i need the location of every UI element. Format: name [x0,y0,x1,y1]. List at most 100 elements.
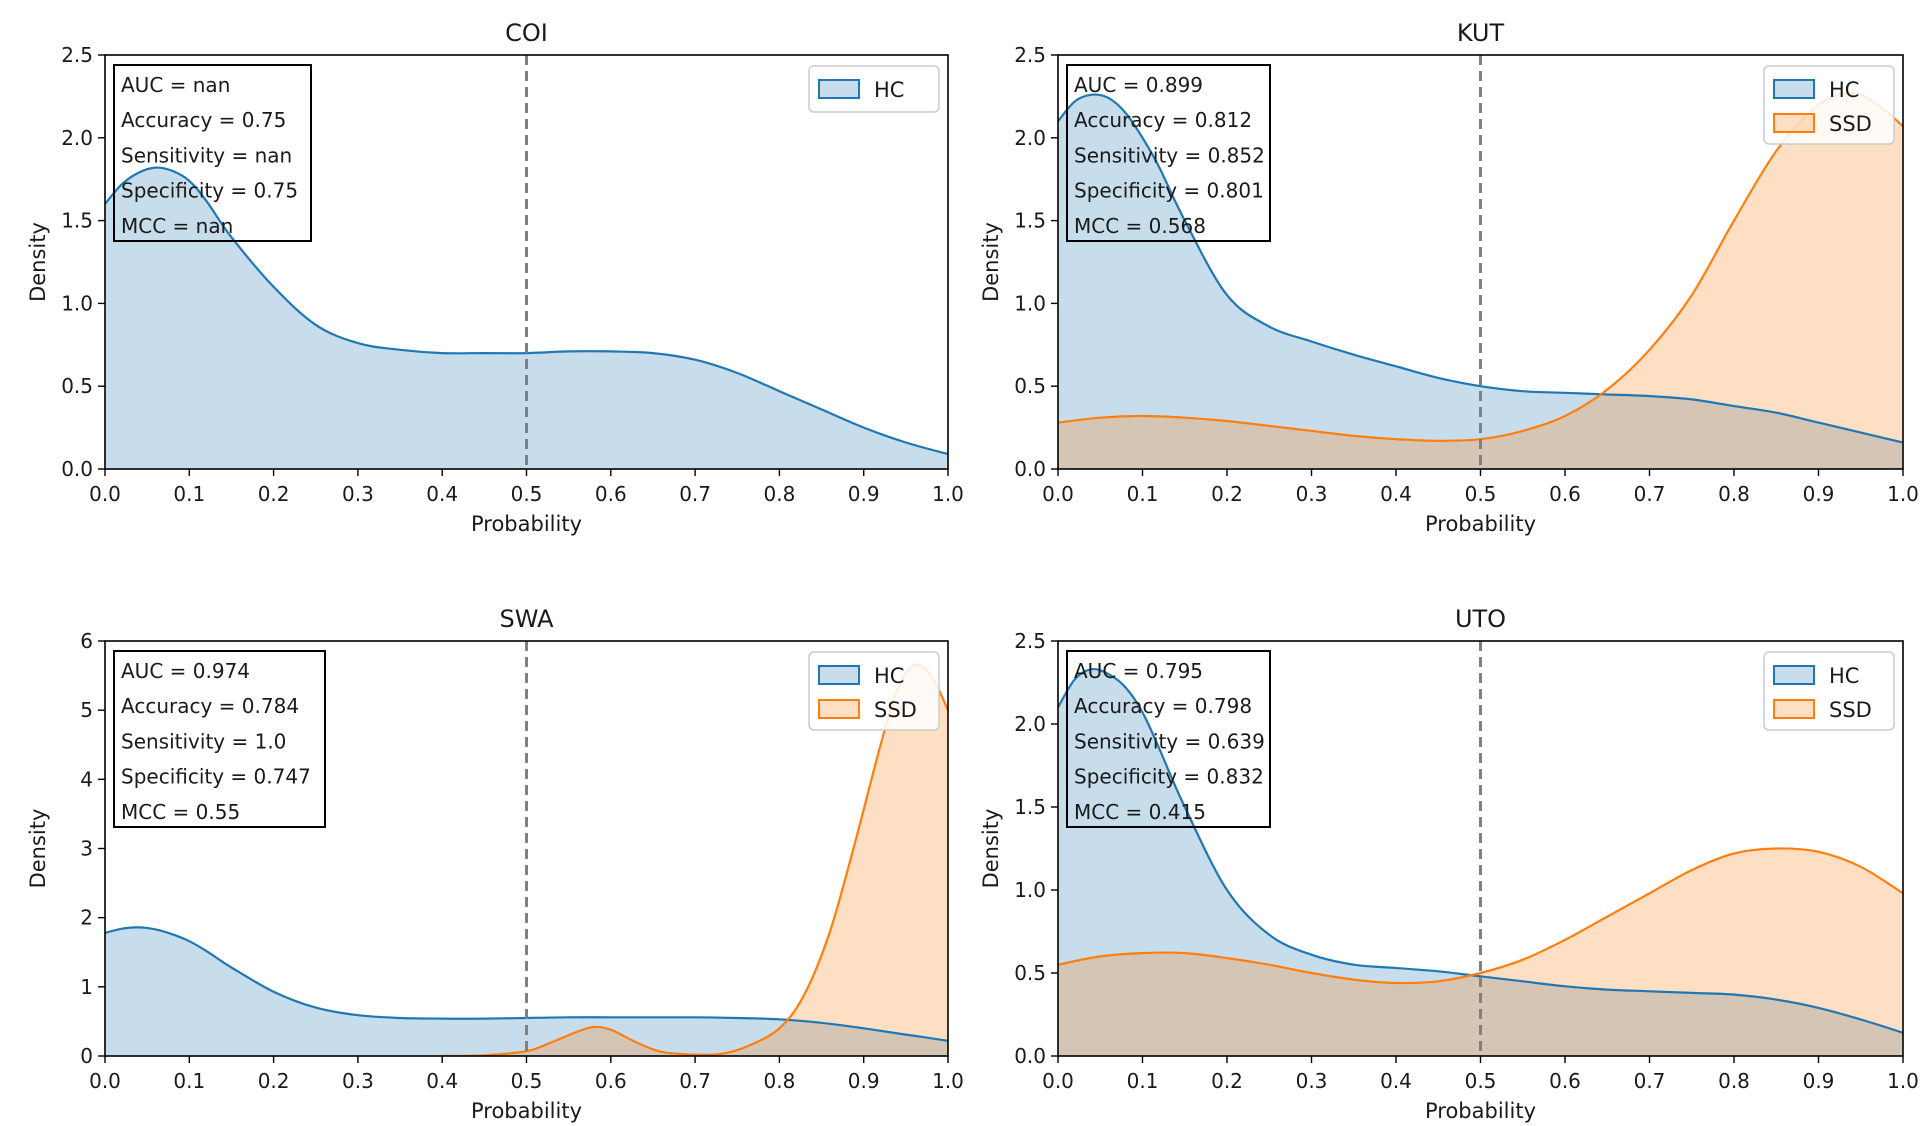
x-tick-label: 0.2 [1211,482,1243,506]
y-tick-label: 1.0 [1014,878,1046,902]
legend-swatch-hc [818,665,860,685]
metric-text: AUC = 0.899 [1074,73,1203,97]
y-tick-label: 2.5 [61,43,93,67]
legend-label: HC [1829,664,1859,688]
legend-label: HC [874,664,904,688]
legend: HC SSD [1763,65,1895,145]
x-tick-label: 0.3 [342,1069,374,1093]
y-tick-label: 6 [80,629,93,653]
y-tick-label: 3 [80,837,93,861]
x-tick-label: 0.2 [1211,1069,1243,1093]
density-area-ssd [1058,848,1903,1056]
chart-panel-uto: 0.0 0.1 0.2 0.3 0.4 0.5 0.6 0.7 0.8 0.9 1.0 0.0 0.5 1… [979,605,1919,1123]
legend-swatch-hc [818,79,860,99]
x-tick-label: 0.5 [511,482,543,506]
x-tick-label: 0.5 [511,1069,543,1093]
x-tick-label: 0.9 [848,482,880,506]
metric-text: Accuracy = 0.798 [1074,694,1252,718]
chart-panel-kut: 0.0 0.1 0.2 0.3 0.4 0.5 0.6 0.7 0.8 0.9 1.0 0.0 0.5 1… [979,19,1919,536]
metric-text: Specificity = 0.832 [1074,765,1264,789]
metric-text: Accuracy = 0.812 [1074,108,1252,132]
chart-panel-swa: 0.0 0.1 0.2 0.3 0.4 0.5 0.6 0.7 0.8 0.9 1.0 0 1 2 3 4 5 6… [26,605,964,1123]
metric-text: MCC = nan [121,214,233,238]
legend: HC [808,65,940,113]
metric-text: AUC = 0.974 [121,659,250,683]
x-tick-label: 0.8 [763,482,795,506]
chart-title: SWA [499,605,554,633]
x-tick-label: 1.0 [932,482,964,506]
x-tick-label: 0.8 [1718,1069,1750,1093]
y-axis-label: Density [26,222,50,302]
y-tick-label: 0.0 [61,457,93,481]
metrics-box-frame [113,64,312,242]
x-tick-label: 1.0 [932,1069,964,1093]
y-tick-label: 1.5 [1014,795,1046,819]
chart-title: UTO [1455,605,1506,633]
y-tick-label: 1.0 [1014,291,1046,315]
legend-label: SSD [874,698,917,722]
metric-text: Sensitivity = 0.639 [1074,729,1265,753]
density-line-hc [105,926,948,1042]
y-tick-label: 0.0 [1014,1044,1046,1068]
x-tick-label: 0.4 [1380,1069,1412,1093]
legend-label: HC [1829,78,1859,102]
metrics-box: AUC = 0.795 Accuracy = 0.798 Sensitivity =… [1066,650,1271,828]
legend-swatch-ssd [1773,113,1815,133]
x-tick-label: 0.7 [679,482,711,506]
y-tick-label: 2.5 [1014,43,1046,67]
metric-text: Accuracy = 0.784 [121,694,299,718]
density-area-ssd [1058,93,1903,469]
metric-text: MCC = 0.55 [121,800,240,824]
metrics-box-frame [113,650,326,828]
metric-text: MCC = 0.415 [1074,800,1206,824]
x-tick-label: 0.4 [426,482,458,506]
x-tick-label: 0.6 [595,482,627,506]
y-axis-label: Density [979,809,1003,889]
x-tick-label: 0.1 [1127,1069,1159,1093]
density-line-hc [105,166,948,456]
x-tick-label: 0.2 [258,482,290,506]
x-tick-label: 0.1 [173,482,205,506]
y-tick-label: 2.5 [1014,629,1046,653]
x-tick-label: 0.3 [1296,482,1328,506]
x-tick-label: 0.7 [1634,482,1666,506]
y-tick-label: 0.5 [1014,961,1046,985]
y-tick-label: 1 [80,975,93,999]
metrics-box: AUC = nan Accuracy = 0.75 Sensitivity = na… [113,64,312,242]
y-tick-label: 2.0 [1014,712,1046,736]
x-axis-label: Probability [471,1099,582,1123]
chart-panel-coi: 0.0 0.1 0.2 0.3 0.4 0.5 0.6 0.7 0.8 0.9 1.0 0.0 0.5 1… [26,19,964,536]
x-tick-label: 0.9 [848,1069,880,1093]
y-tick-label: 2.0 [61,126,93,150]
x-tick-label: 0.6 [1549,482,1581,506]
chart-title: KUT [1457,19,1505,47]
legend-frame [808,65,940,113]
y-axis-label: Density [979,222,1003,302]
x-tick-label: 0.4 [426,1069,458,1093]
x-tick-label: 0.3 [1296,1069,1328,1093]
legend: HC SSD [808,651,940,731]
metrics-box-frame [1066,64,1271,242]
x-axis-label: Probability [1425,1099,1536,1123]
legend: HC SSD [1763,651,1895,731]
y-tick-label: 4 [80,767,93,791]
density-line-hc [1058,667,1903,1034]
legend-swatch-hc [1773,665,1815,685]
density-area-hc [1058,669,1903,1056]
metric-text: Sensitivity = 1.0 [121,729,286,753]
x-tick-label: 0.1 [173,1069,205,1093]
x-tick-label: 0.7 [1634,1069,1666,1093]
metric-text: AUC = nan [121,73,230,97]
metric-text: AUC = 0.795 [1074,659,1203,683]
x-tick-label: 0.7 [679,1069,711,1093]
x-tick-label: 0.0 [89,482,121,506]
legend-swatch-ssd [1773,699,1815,719]
density-line-ssd [1058,847,1903,985]
metrics-box-frame [1066,650,1271,828]
metrics-box: AUC = 0.974 Accuracy = 0.784 Sensitivity =… [113,650,326,828]
x-tick-label: 1.0 [1887,1069,1919,1093]
y-tick-label: 1.0 [61,291,93,315]
y-tick-label: 0.5 [1014,374,1046,398]
legend-frame [808,651,940,731]
